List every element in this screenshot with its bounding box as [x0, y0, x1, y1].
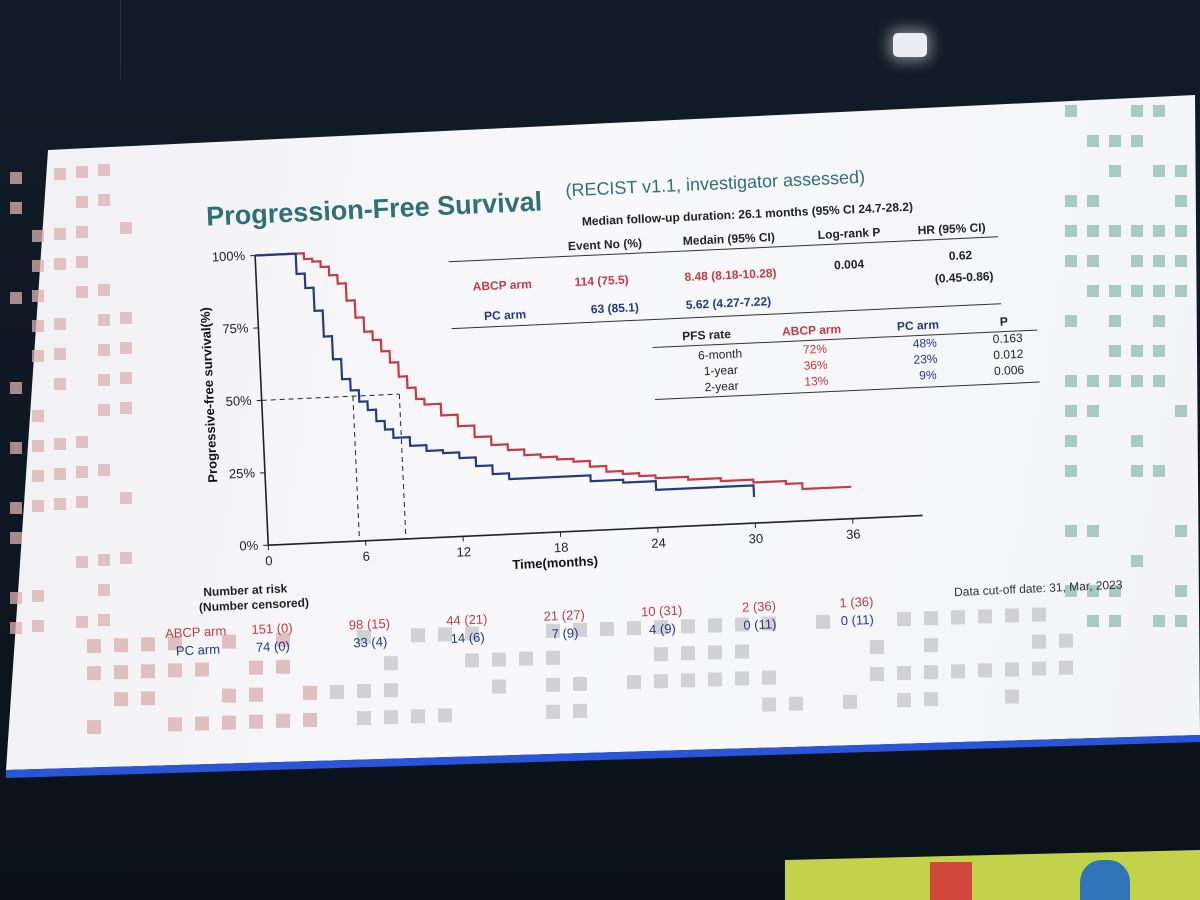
risk-abcp-cell: 151 (0)	[251, 620, 293, 637]
ceiling-wire	[120, 0, 121, 80]
col-event: Event No (%)	[568, 236, 643, 253]
x-axis	[268, 514, 923, 546]
row-abcp-median: 8.48 (8.18-10.28)	[684, 266, 777, 284]
x-tick-label: 12	[456, 544, 471, 560]
risk-pc-cell: 7 (9)	[551, 625, 578, 641]
rate-row-abcp: 13%	[804, 374, 829, 389]
risk-pc-cell: 14 (6)	[450, 629, 485, 646]
pfs-rate-table: PFS rate ABCP arm PC arm P 6-month 72% 4…	[652, 314, 1040, 401]
col-logrank: Log-rank P	[817, 225, 880, 242]
risk-abcp-cell: 44 (21)	[446, 611, 488, 628]
km-curve-abcp-arm	[255, 252, 852, 491]
risk-abcp-cell: 2 (36)	[742, 598, 777, 615]
rate-row-abcp: 72%	[803, 342, 828, 357]
median-vline	[398, 394, 407, 539]
risk-subheading: (Number censored)	[199, 595, 310, 614]
hr-ci: (0.45-0.86)	[935, 269, 994, 286]
decorative-squares	[10, 105, 1187, 735]
median-vline	[352, 396, 360, 542]
risk-pc-label: PC arm	[176, 642, 221, 659]
y-tick-label: 75%	[222, 320, 249, 336]
risk-pc-cell: 4 (9)	[649, 621, 676, 637]
y-tick-label: 25%	[229, 465, 256, 481]
x-tick-label: 6	[362, 549, 370, 564]
risk-pc-cell: 74 (0)	[256, 638, 291, 655]
stand-logo-red	[930, 862, 972, 900]
x-axis-title: Time(months)	[512, 553, 598, 572]
stand-logo-blue	[1080, 860, 1130, 900]
risk-cells: 151 (0) 98 (15) 44 (21) 21 (27) 10 (31) 2 (36…	[251, 594, 874, 655]
median-hline	[261, 393, 400, 401]
row-pc-median: 5.62 (4.27-7.22)	[685, 294, 771, 312]
risk-pc-cell: 0 (11)	[840, 612, 874, 628]
km-plot: 0% 25% 50% 75% 100% 0 6 12 18 24 30 36	[212, 248, 923, 568]
rate-row-p: 0.012	[993, 347, 1024, 362]
followup-text: Median follow-up duration: 26.1 months (…	[582, 200, 914, 229]
row-abcp-label: ABCP arm	[472, 277, 532, 294]
risk-abcp-cell: 10 (31)	[641, 602, 683, 619]
slide-subtitle: (RECIST v1.1, investigator assessed)	[565, 167, 865, 201]
risk-abcp-cell: 1 (36)	[839, 594, 874, 611]
rate-col-pc: PC arm	[897, 318, 940, 334]
col-median: Medain (95% CI)	[683, 230, 776, 248]
risk-abcp-label: ABCP arm	[165, 623, 227, 641]
rate-col-abcp: ABCP arm	[782, 322, 842, 339]
logrank-p: 0.004	[834, 257, 865, 272]
rate-row-label: 6-month	[698, 347, 743, 363]
y-axis-title: Progressive-free survival(%)	[197, 307, 220, 483]
rate-row-pc: 23%	[913, 352, 938, 367]
x-tick-label: 24	[651, 535, 666, 551]
row-pc-events: 63 (85.1)	[591, 300, 640, 316]
y-tick-label: 100%	[212, 248, 246, 265]
rate-col-label: PFS rate	[682, 327, 732, 343]
spotlight	[893, 33, 927, 57]
x-tick-label: 18	[554, 540, 569, 556]
y-tick-label: 0%	[239, 538, 259, 554]
rate-row-p: 0.163	[992, 331, 1023, 346]
risk-heading: Number at risk	[203, 581, 288, 599]
risk-abcp-cell: 98 (15)	[349, 616, 391, 633]
slide-title: Progression-Free Survival	[206, 186, 543, 231]
rate-row-p: 0.006	[994, 363, 1025, 378]
x-tick-label: 36	[846, 526, 861, 542]
risk-table: Number at risk (Number censored) ABCP ar…	[165, 581, 874, 659]
hr-value: 0.62	[949, 248, 973, 263]
rate-row-pc: 9%	[919, 368, 937, 383]
summary-table: Event No (%) Medain (95% CI) Log-rank P …	[448, 220, 1002, 330]
rate-row-label: 1-year	[703, 363, 738, 379]
rate-col-p: P	[1000, 314, 1009, 328]
risk-pc-cell: 0 (11)	[743, 616, 777, 632]
x-tick-label: 0	[265, 553, 273, 568]
col-hr: HR (95% CI)	[917, 220, 986, 237]
x-tick-label: 30	[748, 531, 763, 547]
rate-row-pc: 48%	[912, 336, 937, 351]
rate-row-abcp: 36%	[803, 358, 828, 373]
row-abcp-events: 114 (75.5)	[574, 273, 629, 289]
y-tick-label: 50%	[225, 393, 252, 409]
risk-pc-cell: 33 (4)	[353, 634, 388, 651]
row-pc-label: PC arm	[484, 307, 527, 323]
km-curve-pc-arm	[255, 252, 756, 498]
risk-abcp-cell: 21 (27)	[543, 607, 585, 624]
rate-row-label: 2-year	[704, 379, 739, 395]
